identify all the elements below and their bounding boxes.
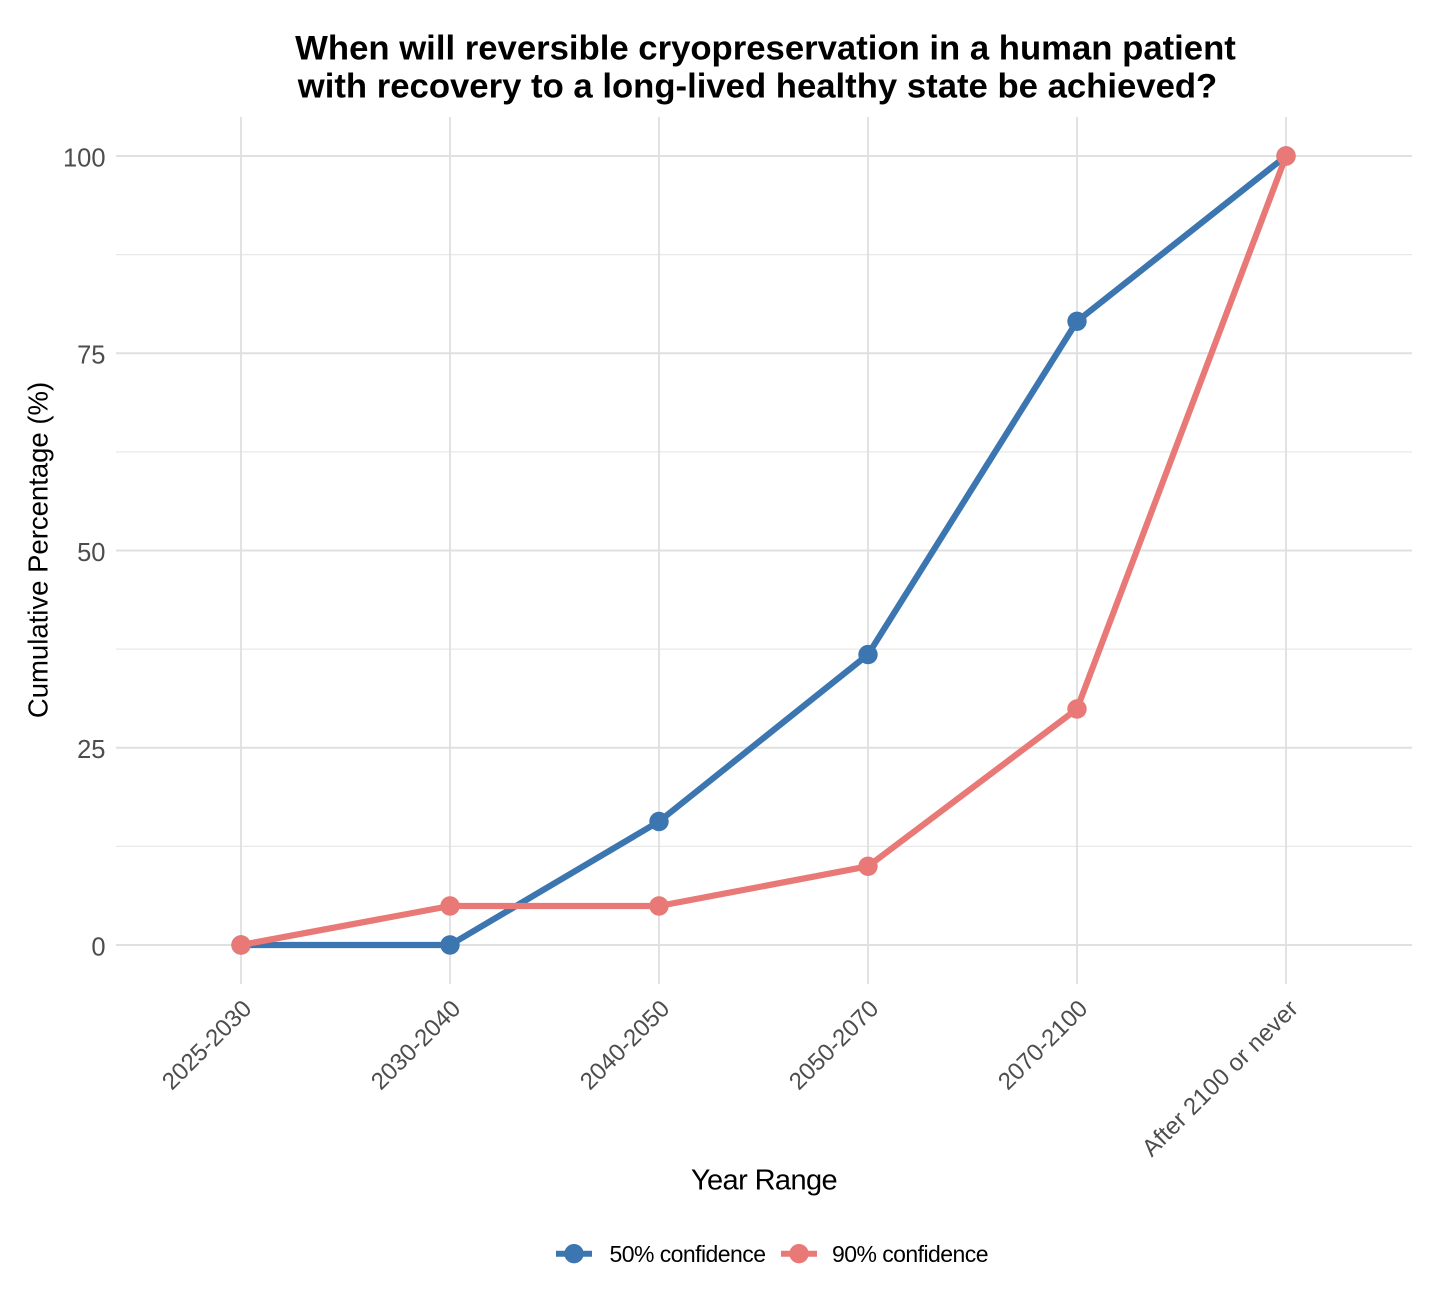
svg-text:75: 75: [77, 342, 105, 370]
svg-text:25: 25: [77, 736, 105, 764]
svg-text:with recovery to a long-lived: with recovery to a long-lived healthy st…: [297, 67, 1218, 105]
svg-text:50: 50: [77, 539, 105, 567]
svg-text:50% confidence: 50% confidence: [610, 1241, 766, 1267]
svg-text:Year Range: Year Range: [691, 1165, 837, 1197]
svg-text:When will reversible cryoprese: When will reversible cryopreservation in…: [295, 30, 1236, 68]
svg-text:100: 100: [63, 144, 106, 172]
svg-text:0: 0: [91, 933, 105, 961]
svg-text:Cumulative Percentage (%): Cumulative Percentage (%): [23, 382, 54, 718]
svg-text:90% confidence: 90% confidence: [832, 1241, 988, 1267]
